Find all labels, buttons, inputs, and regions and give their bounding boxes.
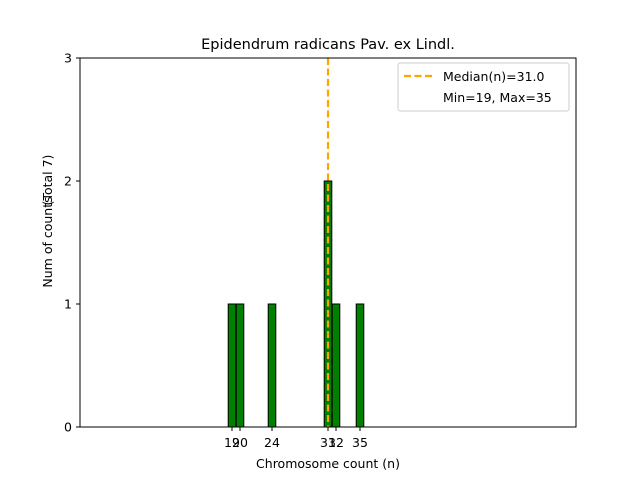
histogram-bar	[331, 303, 341, 428]
x-tick-label: 31	[320, 435, 336, 450]
x-tick-label: 24	[264, 435, 280, 450]
x-tick-label: 20	[232, 435, 248, 450]
y-axis-total-label: (Total 7)	[40, 155, 55, 206]
y-tick-label: 0	[64, 420, 72, 435]
chart-title: Epidendrum radicans Pav. ex Lindl.	[201, 37, 455, 53]
histogram-bar	[235, 303, 245, 428]
legend-frame	[397, 62, 570, 112]
bars-group	[82, 180, 388, 428]
y-tick-label: 1	[64, 297, 72, 312]
x-tick-label: 35	[352, 435, 368, 450]
histogram-bar	[227, 303, 237, 428]
y-tick-label: 2	[64, 174, 72, 189]
y-axis-label: Num of counts	[40, 196, 55, 287]
histogram-bar	[267, 303, 277, 428]
legend-range-label: Min=19, Max=35	[443, 90, 552, 105]
legend-median-label: Median(n)=31.0	[443, 69, 544, 84]
x-axis-label: Chromosome count (n)	[256, 456, 400, 471]
x-tick-label: 19	[224, 435, 240, 450]
legend: Median(n)=31.0 Min=19, Max=35	[397, 62, 570, 112]
x-tick-label: 32	[328, 435, 344, 450]
y-tick-label: 3	[64, 51, 72, 66]
histogram-bar	[355, 303, 365, 428]
